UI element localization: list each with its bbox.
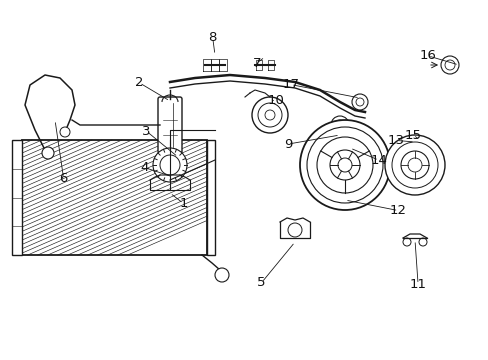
Text: 11: 11: [409, 278, 426, 291]
Text: 5: 5: [257, 276, 265, 289]
Text: 10: 10: [267, 94, 284, 107]
Bar: [22, 140, 206, 255]
Text: 14: 14: [370, 154, 386, 167]
Text: 9: 9: [284, 138, 292, 150]
Text: 12: 12: [389, 204, 406, 217]
Circle shape: [60, 127, 70, 137]
Circle shape: [407, 158, 421, 172]
Circle shape: [251, 97, 287, 133]
Circle shape: [153, 148, 186, 182]
Text: 8: 8: [208, 31, 217, 44]
Text: 4: 4: [140, 161, 148, 174]
Circle shape: [337, 158, 351, 172]
Circle shape: [440, 56, 458, 74]
Text: 15: 15: [404, 129, 421, 141]
FancyBboxPatch shape: [158, 97, 182, 153]
Text: 7: 7: [252, 57, 261, 69]
Circle shape: [42, 147, 54, 159]
Text: 13: 13: [387, 134, 404, 147]
Text: 3: 3: [142, 125, 151, 138]
Circle shape: [160, 155, 180, 175]
Circle shape: [351, 94, 367, 110]
Text: 1: 1: [179, 197, 187, 210]
Bar: [206, 140, 215, 255]
Circle shape: [384, 135, 444, 195]
Text: 6: 6: [59, 172, 68, 185]
Circle shape: [329, 150, 359, 180]
Text: 17: 17: [282, 78, 299, 91]
Circle shape: [215, 268, 228, 282]
Circle shape: [299, 120, 389, 210]
Text: 16: 16: [419, 49, 435, 62]
Circle shape: [330, 116, 348, 134]
Circle shape: [400, 151, 428, 179]
Bar: [12, 140, 22, 255]
Circle shape: [264, 110, 274, 120]
Text: 2: 2: [135, 76, 143, 89]
